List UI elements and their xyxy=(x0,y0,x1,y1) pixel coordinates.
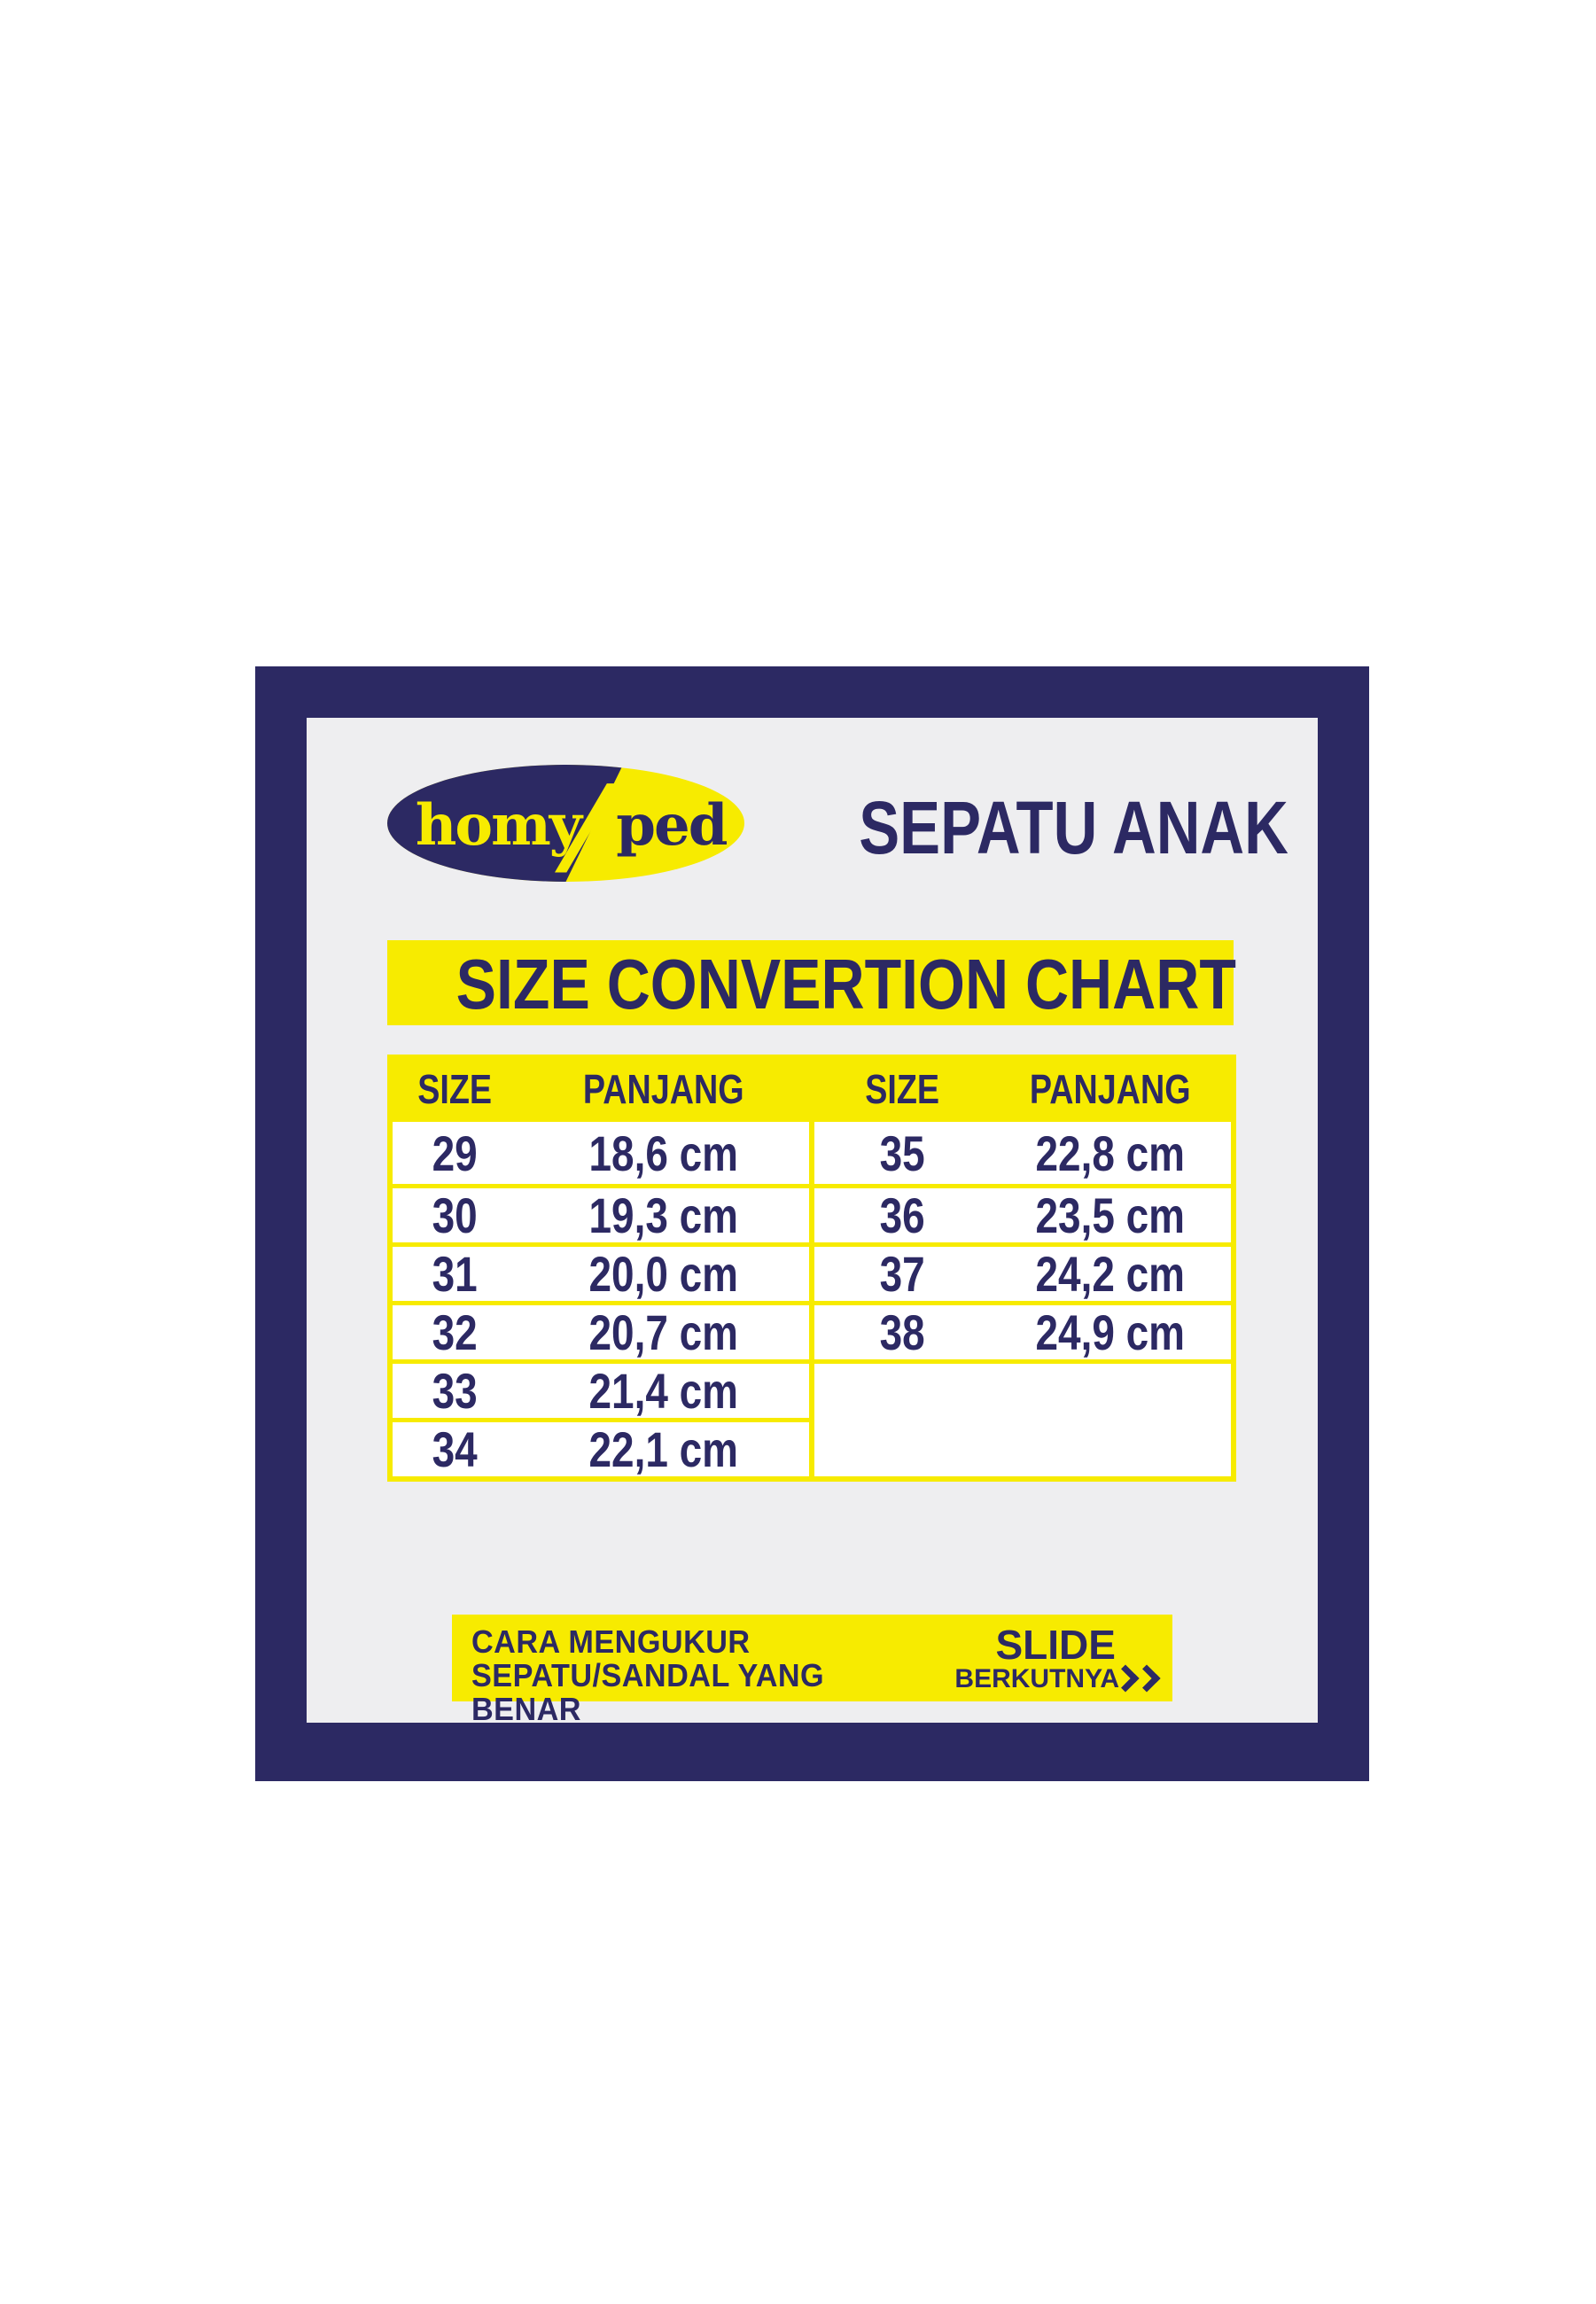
chart-title-banner: SIZE CONVERTION CHART xyxy=(387,940,1236,1025)
slide-label: SLIDE xyxy=(995,1622,1116,1668)
panjang-value: 19,3 cm xyxy=(588,1187,738,1243)
size-value: 35 xyxy=(879,1125,925,1181)
panjang-value: 22,8 cm xyxy=(1035,1125,1185,1181)
panjang-value: 22,1 cm xyxy=(588,1421,738,1477)
footer-next-button[interactable]: SLIDE BERKUTNYA xyxy=(954,1622,1161,1701)
size-value: 36 xyxy=(879,1187,925,1243)
panjang-value: 21,4 cm xyxy=(588,1363,738,1419)
footer-banner: CARA MENGUKUR SEPATU/SANDAL YANG BENAR S… xyxy=(452,1615,1172,1726)
content-panel: homy ped SEPATU ANAK SIZE CONVERTION CHA… xyxy=(307,718,1318,1726)
footer-caption: CARA MENGUKUR SEPATU/SANDAL YANG BENAR xyxy=(471,1623,954,1726)
panjang-value: 23,5 cm xyxy=(1035,1187,1185,1243)
outer-frame: homy ped SEPATU ANAK SIZE CONVERTION CHA… xyxy=(255,666,1369,1781)
table-row: 31 20,0 cm xyxy=(393,1246,809,1302)
footer-caption-line2: SEPATU/SANDAL YANG BENAR xyxy=(471,1657,825,1727)
size-value: 38 xyxy=(879,1304,925,1360)
table-empty-cell xyxy=(814,1364,1231,1476)
table-header-left: SIZE PANJANG xyxy=(393,1060,809,1117)
table-header-right: SIZE PANJANG xyxy=(814,1060,1231,1117)
header-panjang-left: PANJANG xyxy=(582,1065,744,1112)
size-value: 31 xyxy=(432,1246,479,1302)
size-value: 33 xyxy=(432,1363,479,1419)
chevron-right-icon xyxy=(1133,1664,1161,1693)
next-label: BERKUTNYA xyxy=(954,1664,1119,1693)
logo-text-ped: ped xyxy=(616,792,728,859)
panjang-value: 24,2 cm xyxy=(1035,1246,1185,1302)
table-row: 38 24,9 cm xyxy=(814,1304,1231,1360)
panjang-value: 20,0 cm xyxy=(588,1246,738,1302)
page-title: SEPATU ANAK xyxy=(812,790,1288,865)
size-value: 29 xyxy=(432,1125,479,1181)
size-value: 32 xyxy=(432,1304,479,1360)
footer-caption-line1: CARA MENGUKUR xyxy=(471,1623,751,1660)
panjang-value: 24,9 cm xyxy=(1035,1304,1185,1360)
chart-title-text: SIZE CONVERTION CHART xyxy=(455,945,1236,1024)
size-table: SIZE PANJANG SIZE PANJANG 29 18,6 cm 30 … xyxy=(387,1055,1236,1482)
panjang-value: 20,7 cm xyxy=(588,1304,738,1360)
header-size-right: SIZE xyxy=(864,1065,939,1112)
size-value: 30 xyxy=(432,1187,479,1243)
table-row: 30 19,3 cm xyxy=(393,1187,809,1243)
homyped-logo: homy ped xyxy=(387,765,744,882)
size-value: 34 xyxy=(432,1421,479,1477)
table-row: 33 21,4 cm xyxy=(393,1363,809,1419)
header-size-left: SIZE xyxy=(417,1065,493,1112)
table-row: 29 18,6 cm xyxy=(393,1122,809,1184)
table-row: 32 20,7 cm xyxy=(393,1304,809,1360)
table-row: 34 22,1 cm xyxy=(393,1421,809,1477)
table-row: 35 22,8 cm xyxy=(814,1122,1231,1184)
table-row: 37 24,2 cm xyxy=(814,1246,1231,1302)
size-value: 37 xyxy=(879,1246,925,1302)
panjang-value: 18,6 cm xyxy=(588,1125,738,1181)
header-panjang-right: PANJANG xyxy=(1029,1065,1191,1112)
page-title-text: SEPATU ANAK xyxy=(859,786,1288,869)
table-row: 36 23,5 cm xyxy=(814,1187,1231,1243)
logo-text-homy: homy xyxy=(415,792,582,859)
